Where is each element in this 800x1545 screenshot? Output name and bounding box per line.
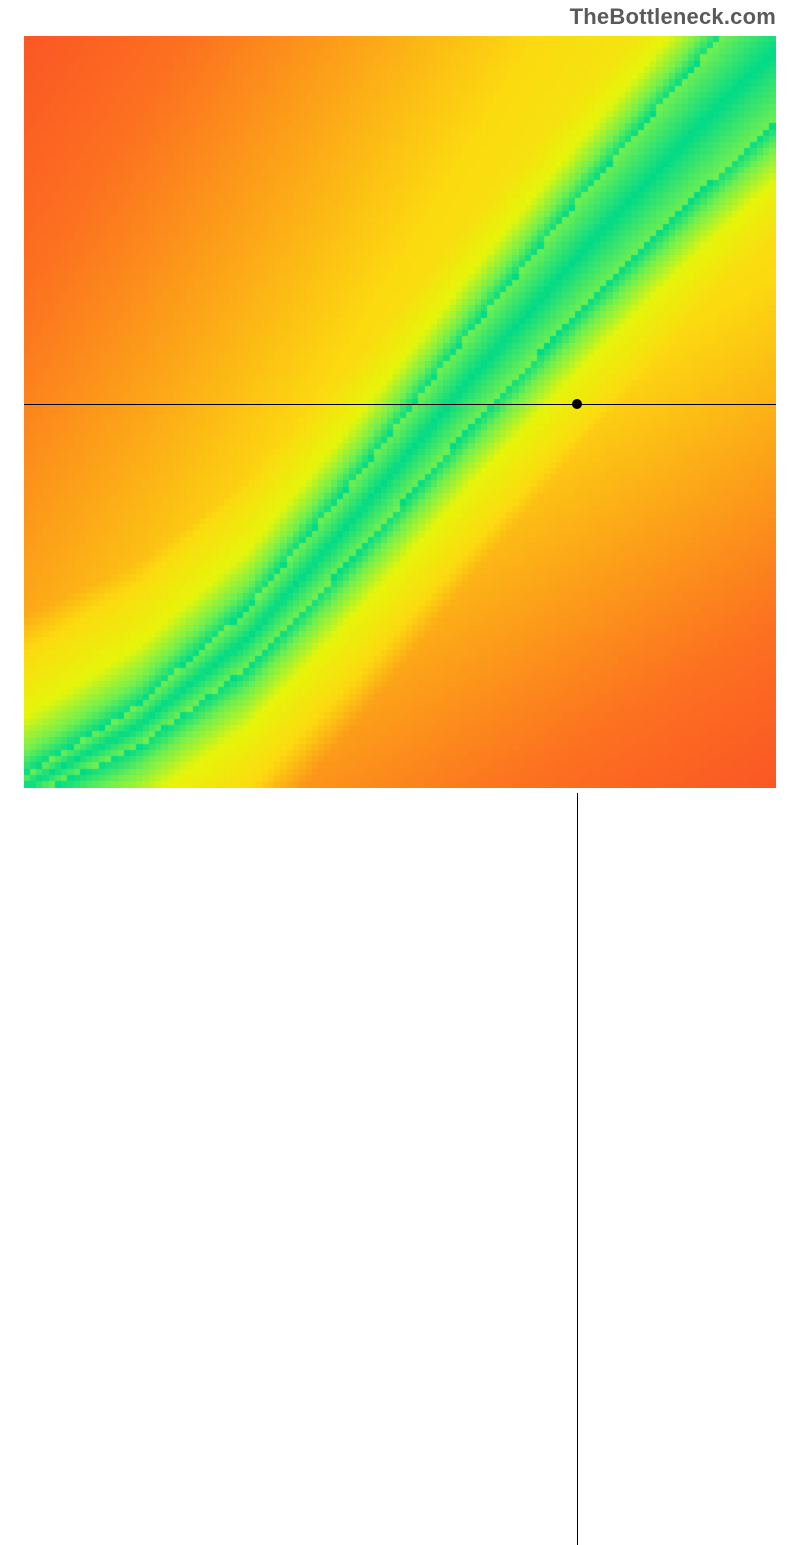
crosshair-vertical xyxy=(577,793,578,1545)
heatmap-plot xyxy=(24,36,776,788)
crosshair-marker xyxy=(572,399,582,409)
watermark-text: TheBottleneck.com xyxy=(570,4,776,30)
crosshair-horizontal xyxy=(24,404,776,405)
heatmap-canvas xyxy=(24,36,776,788)
